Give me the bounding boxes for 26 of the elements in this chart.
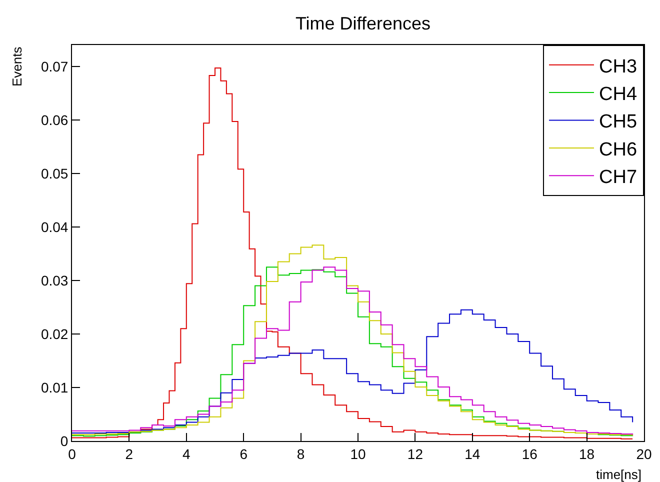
x-tick-label: 4 xyxy=(182,446,190,462)
y-tick-label: 0.02 xyxy=(40,326,68,342)
x-tick-label: 8 xyxy=(296,446,305,462)
legend-label: CH6 xyxy=(599,139,638,160)
y-tick-label: 0.05 xyxy=(40,165,68,182)
chart-title: Time Differences xyxy=(295,13,431,34)
x-tick-label: 18 xyxy=(579,446,595,462)
y-tick-label: 0.07 xyxy=(40,58,68,74)
x-tick-label: 2 xyxy=(125,446,134,462)
legend-label: CH3 xyxy=(599,56,638,78)
x-axis-title: time[ns] xyxy=(596,467,642,482)
x-tick-label: 14 xyxy=(464,446,480,462)
x-tick-label: 6 xyxy=(240,446,248,462)
legend-label: CH4 xyxy=(599,84,638,105)
y-tick-label: 0.01 xyxy=(40,379,68,396)
y-tick-label: 0 xyxy=(60,432,68,449)
y-axis-title: Events xyxy=(10,46,24,86)
legend-label: CH7 xyxy=(599,167,638,188)
y-tick-label: 0.04 xyxy=(40,218,68,235)
y-tick-label: 0.03 xyxy=(40,272,68,288)
x-tick-label: 20 xyxy=(636,446,652,462)
x-tick-label: 10 xyxy=(350,446,366,462)
x-tick-label: 16 xyxy=(522,446,538,462)
legend-label: CH5 xyxy=(599,112,638,133)
y-tick-label: 0.06 xyxy=(40,112,68,128)
x-tick-label: 12 xyxy=(407,446,424,462)
